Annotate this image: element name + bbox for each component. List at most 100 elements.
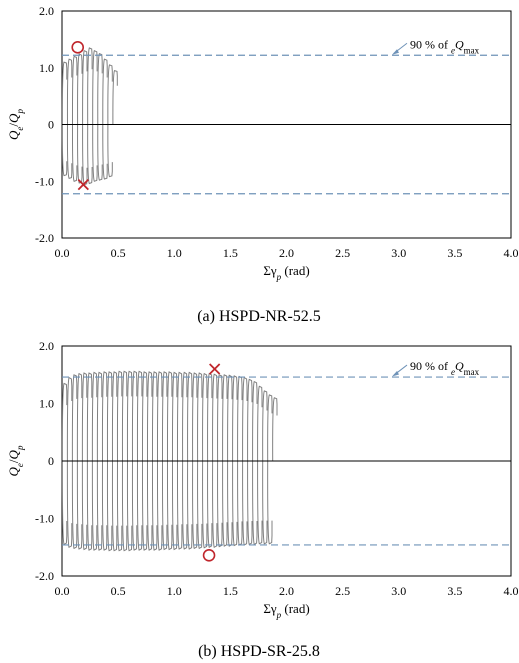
positive-cycle — [182, 371, 188, 462]
positive-cycle — [61, 382, 68, 462]
positive-cycle — [197, 372, 203, 462]
x-axis-label: Σγp (rad) — [263, 601, 309, 620]
positive-cycle — [61, 61, 68, 125]
negative-cycle — [182, 460, 188, 550]
positive-cycle — [192, 372, 198, 462]
negative-cycle — [71, 124, 78, 182]
annotation-arrowhead — [392, 371, 399, 377]
positive-cycle — [107, 64, 113, 125]
positive-cycle — [112, 69, 118, 125]
negative-cycle — [131, 460, 138, 551]
x-tick-label: 0.5 — [111, 584, 126, 598]
positive-cycle — [232, 375, 238, 462]
positive-cycle — [71, 374, 78, 462]
negative-cycle — [187, 460, 193, 550]
x-tick-label: 0.5 — [111, 246, 126, 260]
positive-cycle — [92, 50, 98, 125]
x-tick-label: 3.5 — [447, 246, 462, 260]
negative-cycle — [116, 460, 123, 552]
x-tick-label: 2.0 — [279, 246, 294, 260]
negative-cycle — [66, 460, 73, 549]
x-tick-label: 2.0 — [279, 584, 294, 598]
circle-marker — [202, 548, 216, 562]
x-tick-label: 3.0 — [391, 246, 406, 260]
negative-cycle — [77, 124, 83, 184]
positive-cycle — [247, 378, 253, 462]
positive-cycle — [101, 371, 108, 462]
panel-a: 2.0 1.0 0 -1.0 -2.0 0.0 0.5 1.0 1.5 2.0 2.5 3.0 3.5… — [6, 4, 519, 325]
negative-cycle — [192, 460, 198, 550]
negative-cycle — [207, 460, 213, 549]
positive-cycle — [71, 55, 78, 125]
negative-cycle — [101, 460, 108, 551]
negative-cycle — [107, 124, 113, 178]
positive-cycle — [141, 371, 148, 462]
y-axis-label: Qe/Qp — [6, 109, 25, 140]
positive-cycle — [166, 371, 173, 462]
cross-marker — [209, 363, 221, 375]
negative-cycle — [76, 460, 83, 550]
x-tick-label: 0.0 — [55, 584, 70, 598]
negative-cycle — [257, 460, 263, 545]
hysteresis-curves — [61, 47, 118, 186]
negative-cycle — [197, 460, 203, 550]
x-tick-label: 0.0 — [55, 246, 70, 260]
positive-cycle — [121, 370, 128, 462]
positive-cycle — [106, 371, 113, 462]
negative-cycle — [166, 460, 173, 551]
positive-cycle — [217, 374, 223, 462]
negative-cycle — [81, 460, 88, 551]
x-tick-label: 1.0 — [167, 584, 182, 598]
cross-stroke — [77, 179, 89, 191]
negative-cycle — [86, 460, 93, 551]
x-tick-label: 1.0 — [167, 246, 182, 260]
negative-cycle — [121, 460, 128, 552]
negative-cycle — [82, 124, 88, 186]
x-tick-label: 3.5 — [447, 584, 462, 598]
negative-cycle — [232, 460, 238, 547]
annotation-arrowhead — [392, 49, 399, 55]
x-tick-labels: 0.0 0.5 1.0 1.5 2.0 2.5 3.0 3.5 4.0 — [55, 584, 519, 598]
positive-cycle — [242, 376, 248, 462]
positive-cycle — [102, 58, 108, 125]
negative-cycle — [222, 460, 228, 547]
caption-b: (b) HSPD-SR-25.8 — [198, 643, 320, 660]
positive-cycle — [156, 371, 163, 462]
y-tick-label: -1.0 — [35, 174, 54, 188]
y-tick-label: 2.0 — [39, 4, 54, 18]
negative-cycle — [242, 460, 248, 546]
x-tick-label: 3.0 — [391, 584, 406, 598]
positive-cycle — [161, 371, 168, 462]
positive-cycle — [212, 373, 218, 462]
positive-cycle — [267, 394, 273, 462]
circle-marker — [71, 41, 85, 54]
negative-cycle — [97, 124, 103, 181]
negative-cycle — [202, 460, 208, 549]
threshold-annotation: 90 % of eQmax — [410, 37, 480, 55]
negative-cycle — [61, 460, 68, 546]
negative-cycle — [267, 460, 273, 545]
positive-cycle — [151, 371, 158, 462]
positive-cycle — [227, 374, 233, 462]
x-tick-labels: 0.0 0.5 1.0 1.5 2.0 2.5 3.0 3.5 4.0 — [55, 246, 519, 260]
negative-cycle — [87, 124, 93, 185]
negative-cycle — [156, 460, 163, 551]
y-tick-label: 1.0 — [39, 397, 54, 411]
positive-cycle — [237, 375, 243, 462]
negative-cycle — [91, 460, 98, 551]
y-tick-label: 2.0 — [39, 339, 54, 353]
positive-cycle — [86, 372, 93, 462]
positive-cycle — [257, 385, 263, 462]
positive-cycle — [272, 397, 278, 462]
positive-cycle — [81, 372, 88, 462]
negative-cycle — [96, 460, 103, 551]
y-tick-labels: 2.0 1.0 0 -1.0 -2.0 — [35, 4, 54, 245]
positive-cycle — [96, 371, 103, 462]
negative-cycle — [227, 460, 233, 547]
negative-cycle — [66, 124, 73, 180]
negative-cycle — [212, 460, 218, 549]
y-tick-label: 1.0 — [39, 61, 54, 75]
negative-cycle — [61, 124, 68, 177]
threshold-annotation: 90 % of eQmax — [410, 359, 480, 377]
